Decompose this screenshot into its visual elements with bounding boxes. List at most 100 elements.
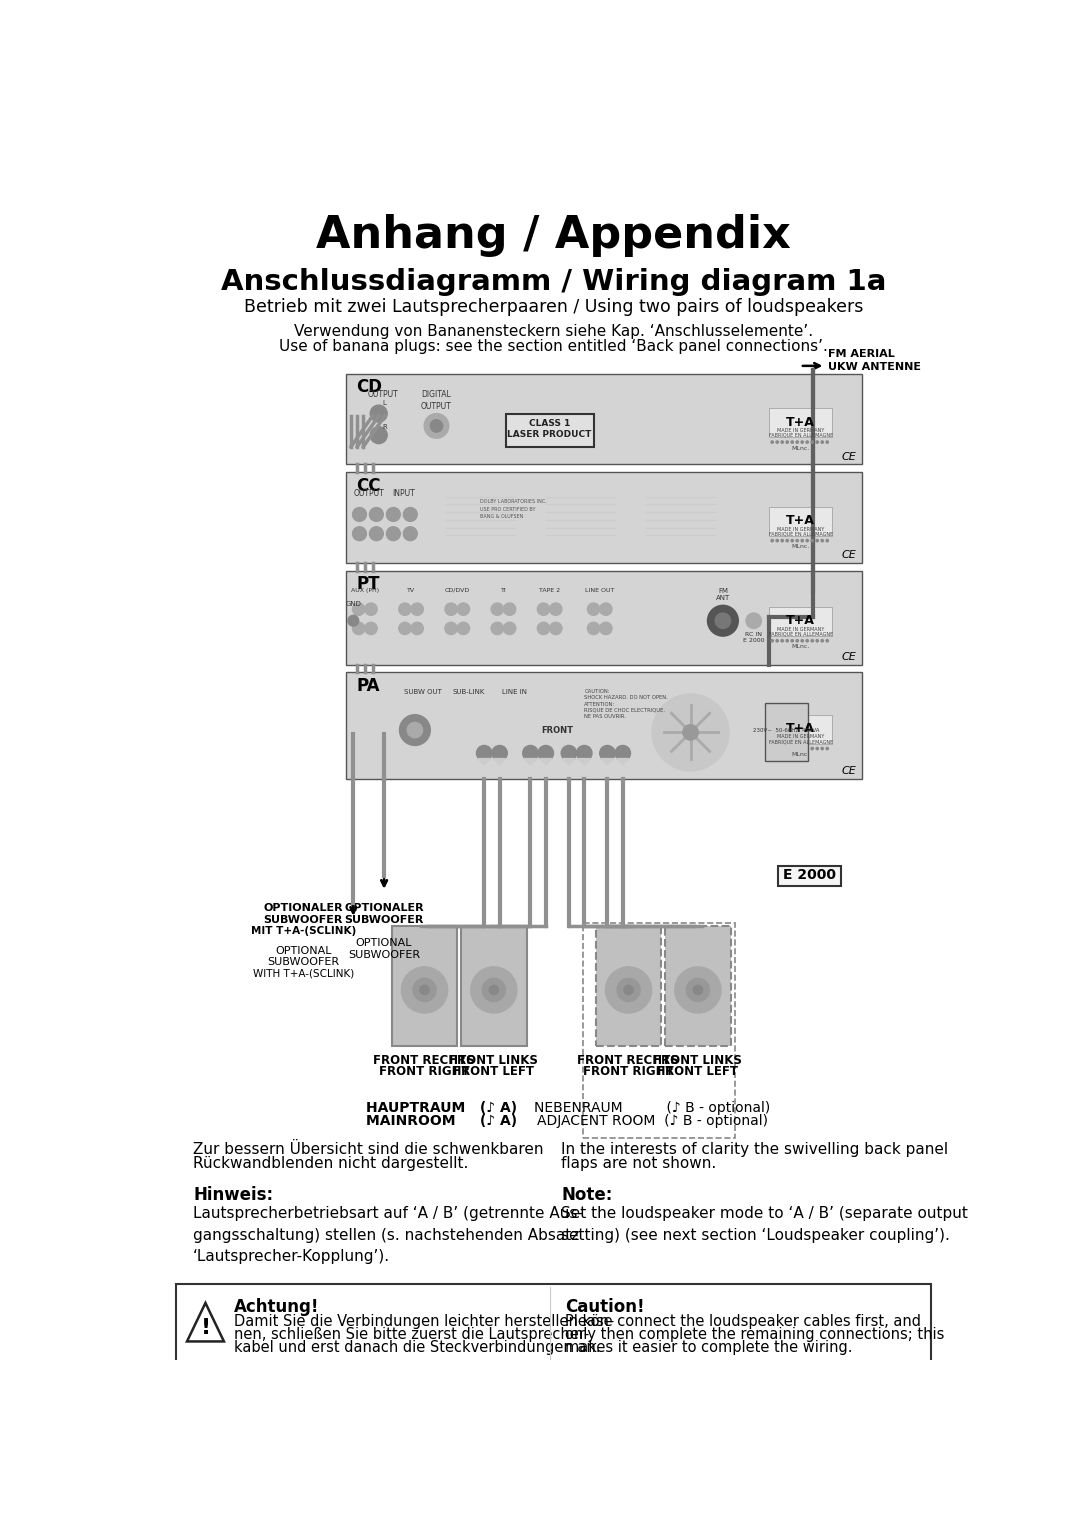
Circle shape (599, 746, 616, 761)
Circle shape (801, 539, 804, 542)
Text: MAINROOM     (♪ A): MAINROOM (♪ A) (366, 1114, 517, 1128)
Circle shape (352, 507, 366, 521)
Circle shape (491, 604, 503, 616)
Text: LINE IN: LINE IN (502, 689, 527, 695)
Polygon shape (617, 758, 629, 764)
Circle shape (457, 622, 470, 634)
Circle shape (826, 640, 828, 642)
Polygon shape (524, 758, 537, 764)
Text: Please connect the loudspeaker cables first, and: Please connect the loudspeaker cables fi… (565, 1314, 921, 1329)
Text: FRONT RECHTS: FRONT RECHTS (578, 1054, 679, 1068)
Circle shape (538, 604, 550, 616)
Circle shape (777, 539, 779, 542)
Text: BANG & OLUFSEN: BANG & OLUFSEN (481, 515, 524, 520)
Text: SUBWOOFER: SUBWOOFER (345, 915, 423, 924)
Bar (766, 703, 808, 761)
Circle shape (399, 622, 411, 634)
Text: 55: 55 (544, 1340, 563, 1355)
Text: OPTIONALER: OPTIONALER (264, 903, 343, 914)
Circle shape (352, 622, 365, 634)
Text: MLnc.: MLnc. (792, 544, 810, 549)
Text: ADJACENT ROOM  (♪ B - optional): ADJACENT ROOM (♪ B - optional) (537, 1114, 768, 1128)
Text: SUBWOOFER: SUBWOOFER (264, 915, 343, 924)
Text: SUB-LINK: SUB-LINK (453, 689, 485, 695)
Bar (461, 926, 527, 1045)
Text: L: L (382, 400, 387, 406)
Bar (779, 865, 841, 886)
Text: AUX (PH): AUX (PH) (351, 588, 379, 593)
Text: FRONT RIGHT: FRONT RIGHT (379, 1065, 470, 1079)
Text: WITH T+A-(SCLINK): WITH T+A-(SCLINK) (253, 969, 354, 979)
Circle shape (369, 507, 383, 521)
Text: FABRIQUÉ EN ALLEMAGNE: FABRIQUÉ EN ALLEMAGNE (769, 740, 833, 744)
Circle shape (352, 604, 365, 616)
Text: Anschlussdiagramm / Wiring diagram 1a: Anschlussdiagramm / Wiring diagram 1a (220, 267, 887, 296)
Circle shape (791, 539, 794, 542)
Circle shape (777, 747, 779, 750)
Circle shape (796, 539, 798, 542)
Text: CC: CC (356, 477, 381, 495)
Circle shape (811, 640, 813, 642)
Circle shape (707, 605, 739, 636)
Circle shape (781, 747, 783, 750)
Bar (769, 715, 833, 744)
Text: SUBW OUT: SUBW OUT (404, 689, 442, 695)
Polygon shape (187, 1303, 224, 1342)
Bar (392, 926, 457, 1045)
Text: OPTIONAL: OPTIONAL (355, 938, 413, 947)
Text: PA: PA (356, 677, 380, 695)
Text: Note:: Note: (562, 1186, 612, 1204)
Circle shape (420, 986, 429, 995)
Circle shape (796, 640, 798, 642)
Circle shape (407, 723, 422, 738)
Circle shape (816, 539, 819, 542)
Text: FM AERIAL
UKW ANTENNE: FM AERIAL UKW ANTENNE (828, 348, 921, 371)
Circle shape (457, 604, 470, 616)
Text: LINE OUT: LINE OUT (585, 588, 615, 593)
Polygon shape (540, 758, 552, 764)
Text: FRONT: FRONT (541, 726, 573, 735)
Text: FRONT LEFT: FRONT LEFT (453, 1065, 534, 1079)
Text: MADE IN GERMANY: MADE IN GERMANY (777, 428, 824, 432)
Circle shape (503, 604, 516, 616)
Text: R: R (382, 423, 388, 429)
Text: OPTIONALER: OPTIONALER (345, 903, 424, 914)
Circle shape (424, 414, 449, 439)
Text: FRONT RECHTS: FRONT RECHTS (374, 1054, 475, 1068)
Text: CD/DVD: CD/DVD (445, 588, 470, 593)
Circle shape (816, 640, 819, 642)
Text: MLnc.: MLnc. (792, 752, 810, 758)
Text: FABRIQUÉ EN ALLEMAGNE: FABRIQUÉ EN ALLEMAGNE (769, 530, 833, 536)
Text: Verwendung von Bananensteckern siehe Kap. ‘Anschlusselemente’.: Verwendung von Bananensteckern siehe Kap… (294, 324, 813, 339)
Circle shape (801, 640, 804, 642)
Bar (583, 923, 735, 1138)
Circle shape (796, 747, 798, 750)
Circle shape (550, 622, 562, 634)
Circle shape (786, 747, 788, 750)
Circle shape (746, 613, 761, 628)
Text: MADE IN GERMANY: MADE IN GERMANY (777, 735, 824, 740)
Circle shape (606, 967, 651, 1013)
Circle shape (348, 616, 359, 626)
Text: SUBWOOFER: SUBWOOFER (348, 949, 420, 960)
Bar (176, 1285, 931, 1366)
Circle shape (826, 539, 828, 542)
Text: Use of banana plugs: see the section entitled ‘Back panel connections’.: Use of banana plugs: see the section ent… (279, 339, 828, 354)
Circle shape (538, 746, 554, 761)
Circle shape (588, 622, 599, 634)
Circle shape (786, 539, 788, 542)
Circle shape (550, 604, 562, 616)
Circle shape (369, 527, 383, 541)
Circle shape (801, 747, 804, 750)
Circle shape (806, 747, 808, 750)
Text: Hinweis:: Hinweis: (193, 1186, 273, 1204)
Text: E 2000: E 2000 (783, 868, 836, 882)
Circle shape (811, 442, 813, 443)
Circle shape (387, 507, 401, 521)
Text: FRONT LINKS: FRONT LINKS (449, 1054, 538, 1068)
Circle shape (683, 724, 699, 740)
Circle shape (599, 622, 612, 634)
Text: INPUT: INPUT (392, 489, 415, 498)
Circle shape (811, 747, 813, 750)
Text: CE: CE (841, 766, 856, 776)
